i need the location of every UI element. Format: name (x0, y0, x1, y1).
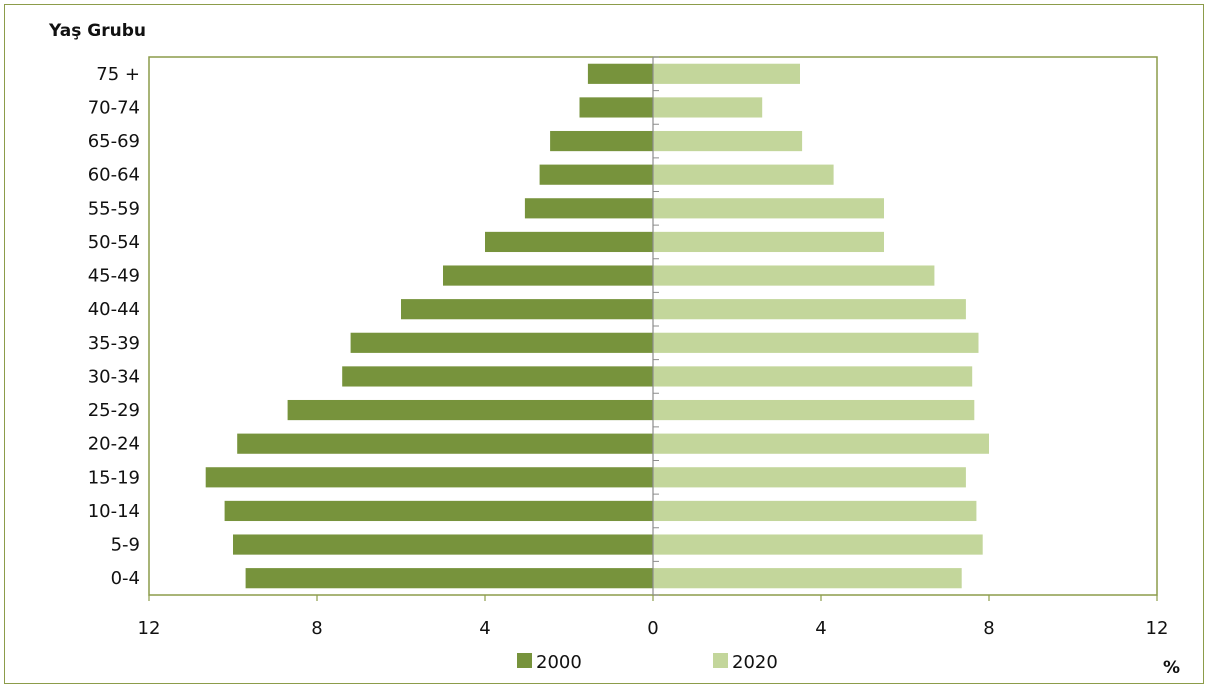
bar-2000-40-44 (401, 299, 653, 320)
bar-2000-55-59 (524, 198, 653, 219)
bar-2000-45-49 (443, 265, 653, 286)
x-tick-labels: 12 8 4 0 4 8 12 (138, 618, 1169, 639)
y-tick-label: 60-64 (88, 165, 140, 186)
bar-2000-25-29 (287, 399, 653, 421)
y-tick-label: 75 + (96, 64, 140, 85)
bar-2000-0-4 (245, 568, 653, 589)
y-tick-label: 20-24 (88, 434, 140, 455)
y-tick-label: 30-34 (88, 366, 140, 387)
y-tick-label: 0-4 (111, 568, 140, 589)
bar-2000-5-9 (233, 534, 653, 555)
bar-2020-45-49 (653, 265, 935, 286)
bar-2020-15-19 (653, 467, 966, 488)
x-tick-label: 8 (983, 618, 994, 639)
y-tick-label: 35-39 (88, 333, 140, 354)
bar-2000-30-34 (342, 366, 653, 387)
x-tick-label: 4 (479, 618, 490, 639)
bar-2020-55-59 (653, 198, 884, 219)
y-tick-label: 5-9 (111, 535, 140, 556)
axes-group (148, 56, 1158, 601)
y-axis-title: Yaş Grubu (48, 21, 146, 41)
y-tick-labels: 0-4 5-9 10-14 15-19 20-24 25-29 30-34 35-39 40-4… (88, 64, 140, 589)
legend-label-2000: 2000 (536, 652, 582, 673)
bar-2020-60-64 (653, 164, 834, 185)
bar-2020-30-34 (653, 366, 973, 387)
bar-2000-35-39 (350, 332, 653, 353)
bar-2000-70-74 (579, 97, 653, 118)
y-tick-label: 10-14 (88, 501, 140, 522)
bar-2000-75plus (587, 63, 653, 84)
legend-label-2020: 2020 (732, 652, 778, 673)
bar-2020-40-44 (653, 299, 966, 320)
bar-2020-25-29 (653, 399, 975, 421)
y-tick-label: 15-19 (88, 467, 140, 488)
bar-2020-20-24 (653, 433, 989, 454)
x-tick-label: 0 (647, 618, 658, 639)
y-tick-label: 45-49 (88, 266, 140, 287)
y-tick-label: 55-59 (88, 198, 140, 219)
bar-2000-65-69 (550, 130, 653, 152)
bar-2020-50-54 (653, 231, 884, 253)
bar-2020-5-9 (653, 534, 983, 555)
bar-2020-10-14 (653, 500, 977, 522)
bar-2020-0-4 (653, 568, 962, 589)
bar-2000-10-14 (224, 500, 653, 522)
bar-2020-35-39 (653, 332, 979, 353)
legend: 2000 2020 (517, 652, 778, 673)
bar-2000-15-19 (205, 467, 653, 488)
x-unit-label: % (1163, 658, 1180, 678)
y-tick-label: 50-54 (88, 232, 140, 253)
bar-2000-20-24 (237, 433, 653, 454)
bar-2020-75plus (653, 63, 800, 84)
population-pyramid-chart: Yaş Grubu 0-4 5-9 10-14 15-19 20-24 25-29 30-3… (48, 21, 1180, 678)
bar-2020-65-69 (653, 130, 803, 152)
legend-swatch-2000 (517, 653, 532, 668)
y-tick-label: 40-44 (88, 299, 140, 320)
bars-group (205, 63, 989, 589)
legend-swatch-2020 (713, 653, 728, 668)
chart-frame: Yaş Grubu 0-4 5-9 10-14 15-19 20-24 25-29 30-3… (4, 4, 1204, 684)
bar-2020-70-74 (653, 97, 763, 118)
x-tick-label: 8 (311, 618, 322, 639)
y-tick-label: 25-29 (88, 400, 140, 421)
x-tick-label: 12 (138, 618, 161, 639)
x-tick-label: 12 (1146, 618, 1169, 639)
y-tick-label: 70-74 (88, 97, 140, 118)
y-tick-label: 65-69 (88, 131, 140, 152)
bar-2000-60-64 (539, 164, 653, 185)
bar-2000-50-54 (485, 231, 653, 253)
x-tick-label: 4 (815, 618, 826, 639)
